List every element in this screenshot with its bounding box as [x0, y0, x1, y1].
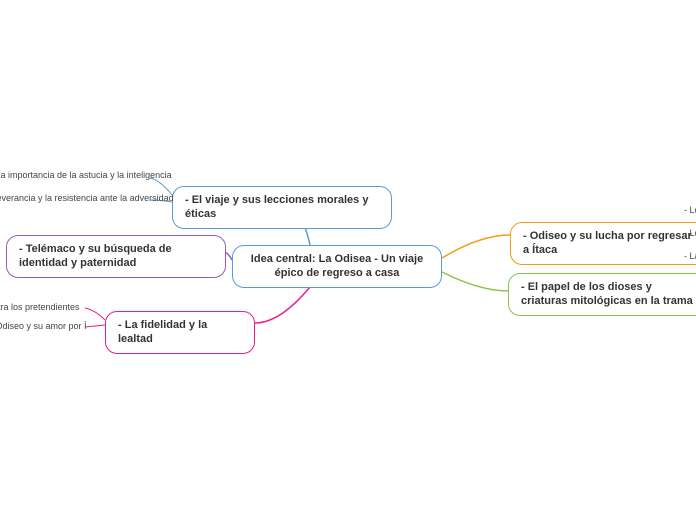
- branch-viaje[interactable]: - El viaje y sus lecciones morales y éti…: [172, 186, 392, 229]
- conn-fidelidad: [255, 287, 310, 323]
- sub-viaje-0: - La importancia de la astucia y la inte…: [0, 170, 172, 180]
- branch-dioses[interactable]: - El papel de los dioses y criaturas mit…: [508, 273, 696, 316]
- sub-viaje-1: erseverancia y la resistencia ante la ad…: [0, 193, 174, 203]
- conn-fidelidad-sub2: [85, 325, 105, 327]
- branch-fidelidad[interactable]: - La fidelidad y la lealtad: [105, 311, 255, 354]
- conn-dioses: [442, 272, 508, 291]
- sub-odiseo-1: - Lo: [684, 228, 696, 238]
- sub-fidelidad-0: ontra los pretendientes: [0, 302, 80, 312]
- conn-odiseo: [442, 235, 510, 258]
- central-node[interactable]: Idea central: La Odisea - Un viaje épico…: [232, 245, 442, 288]
- sub-odiseo-0: - Lo: [684, 205, 696, 215]
- conn-fidelidad-sub1: [85, 308, 105, 320]
- sub-fidelidad-1: e Odiseo y su amor por Í: [0, 321, 87, 331]
- branch-telemaco[interactable]: - Telémaco y su búsqueda de identidad y …: [6, 235, 226, 278]
- branch-odiseo[interactable]: - Odiseo y su lucha por regresar a Ítaca: [510, 222, 696, 265]
- sub-odiseo-2: - La: [684, 251, 696, 261]
